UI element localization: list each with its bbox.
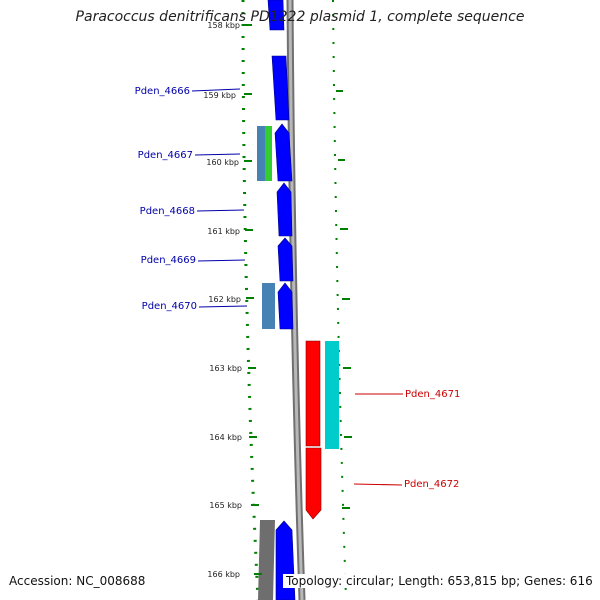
svg-text:165 kbp: 165 kbp — [209, 501, 242, 510]
scale-tick: 158 kbp — [207, 21, 252, 30]
gene-label-pden-4669[interactable]: Pden_4669 — [141, 255, 246, 266]
reverse-strand-genes — [305, 340, 339, 520]
dotted-guide-tracks — [241, 0, 347, 600]
gene-block-pden-4669[interactable] — [277, 237, 294, 282]
svg-text:161 kbp: 161 kbp — [207, 227, 240, 236]
gene-block-lower[interactable] — [275, 520, 296, 600]
gene-label-pden-4672[interactable]: Pden_4672 — [353, 479, 459, 490]
svg-text:160 kbp: 160 kbp — [206, 158, 239, 167]
outer-dotted-track — [241, 0, 260, 600]
sequence-summary-text: Topology: circular; Length: 653,815 bp; … — [283, 574, 596, 588]
gene-block-pden-4667[interactable] — [274, 123, 293, 182]
gene-block-pden-4666[interactable] — [271, 55, 290, 121]
svg-text:164 kbp: 164 kbp — [209, 433, 242, 442]
feature-block-cyan[interactable] — [325, 341, 339, 449]
feature-block-steelblue-2[interactable] — [262, 283, 275, 329]
gene-label-pden-4666[interactable]: Pden_4666 — [135, 86, 241, 97]
feature-block-gray-lower[interactable] — [258, 520, 275, 600]
gene-labels: Pden_4666 Pden_4667 Pden_4668 Pden_4669 … — [135, 86, 461, 490]
svg-text:Pden_4672: Pden_4672 — [404, 479, 459, 490]
gene-block-pden-4668[interactable] — [276, 182, 293, 237]
feature-block-steelblue-1[interactable] — [257, 126, 265, 181]
scale-tick: 166 kbp — [207, 570, 262, 579]
svg-text:Pden_4670: Pden_4670 — [142, 301, 197, 312]
inner-dotted-track — [332, 0, 347, 600]
gene-label-pden-4671[interactable]: Pden_4671 — [355, 389, 460, 400]
scale-tick: 164 kbp — [209, 433, 257, 442]
gene-block-pden-4672[interactable] — [305, 447, 322, 520]
gene-label-pden-4667[interactable]: Pden_4667 — [138, 150, 241, 161]
svg-text:Pden_4669: Pden_4669 — [141, 255, 196, 266]
scale-ticks: 158 kbp 159 kbp 160 kbp 161 kbp 162 kbp … — [203, 21, 355, 579]
svg-text:Pden_4666: Pden_4666 — [135, 86, 190, 97]
svg-text:159 kbp: 159 kbp — [203, 91, 236, 100]
scale-tick: 163 kbp — [209, 364, 256, 373]
accession-text: Accession: NC_008688 — [6, 574, 149, 588]
scale-tick: 162 kbp — [208, 295, 254, 304]
gene-block-pden-4671[interactable] — [305, 340, 321, 447]
gene-label-pden-4670[interactable]: Pden_4670 — [142, 301, 248, 312]
svg-text:166 kbp: 166 kbp — [207, 570, 240, 579]
map-title: Paracoccus denitrificans PD1222 plasmid … — [75, 9, 525, 25]
scale-tick: 159 kbp — [203, 91, 252, 100]
gene-label-pden-4668[interactable]: Pden_4668 — [140, 206, 245, 217]
scale-tick: 165 kbp — [209, 501, 259, 510]
feature-block-green[interactable] — [265, 126, 272, 181]
forward-strand-genes — [267, 0, 296, 600]
svg-text:Pden_4668: Pden_4668 — [140, 206, 195, 217]
svg-text:163 kbp: 163 kbp — [209, 364, 242, 373]
scale-tick: 161 kbp — [207, 227, 253, 236]
gene-block-pden-4670[interactable] — [277, 282, 294, 330]
scale-tick: 160 kbp — [206, 158, 252, 167]
svg-text:158 kbp: 158 kbp — [207, 21, 240, 30]
outer-feature-track — [257, 126, 275, 600]
backbone-arc — [286, 0, 306, 600]
svg-text:Pden_4667: Pden_4667 — [138, 150, 193, 161]
svg-text:162 kbp: 162 kbp — [208, 295, 241, 304]
svg-text:Pden_4671: Pden_4671 — [405, 389, 460, 400]
gene-block-pden-4665[interactable] — [267, 0, 285, 31]
